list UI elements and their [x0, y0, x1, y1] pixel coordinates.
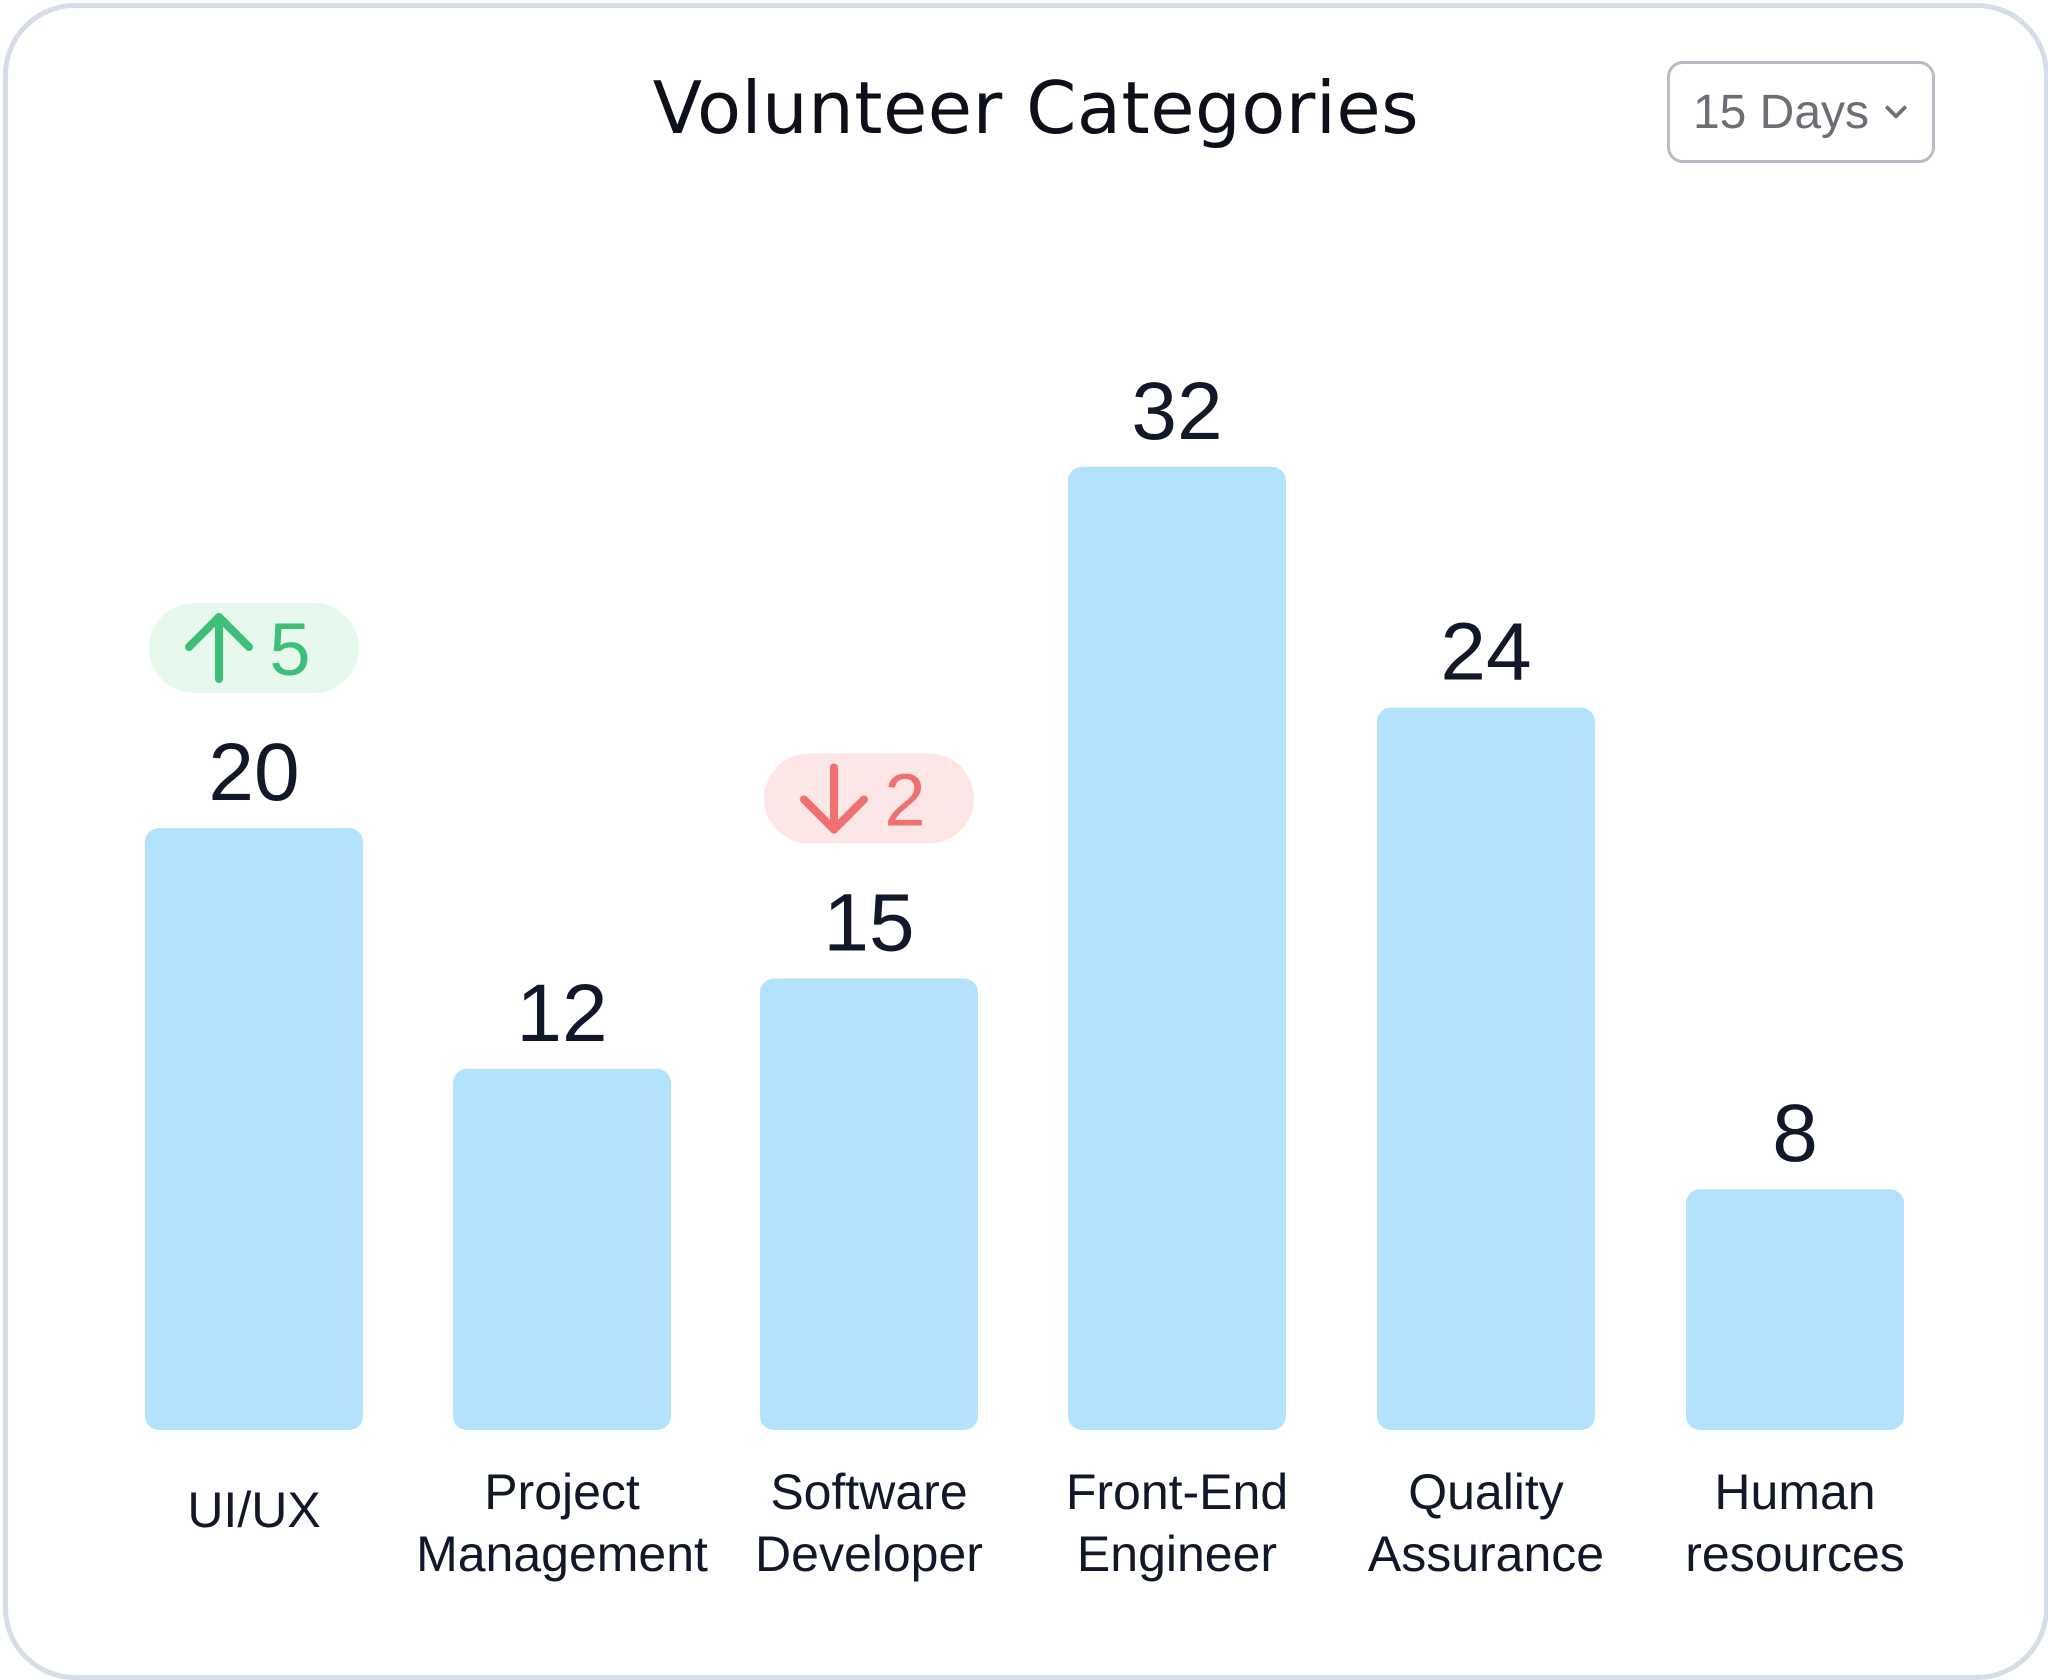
chevron-down-icon — [1885, 105, 1907, 119]
change-badge-0: 5 — [149, 603, 359, 693]
arrow-down-icon — [800, 763, 868, 834]
bar-4 — [1377, 707, 1595, 1430]
bar-1 — [453, 1068, 671, 1430]
category-label-0-0: UI/UX — [187, 1482, 320, 1538]
category-label-3-0: Front-End — [1066, 1464, 1288, 1520]
bar-0 — [145, 828, 363, 1430]
value-label-2: 15 — [823, 878, 914, 969]
category-label-5-0: Human — [1714, 1464, 1875, 1520]
category-label-4-1: Assurance — [1368, 1526, 1604, 1582]
category-label-1-0: Project — [484, 1464, 640, 1520]
category-label-3-1: Engineer — [1077, 1526, 1277, 1582]
period-dropdown[interactable]: 15 Days — [1667, 61, 1935, 163]
category-label-5-1: resources — [1685, 1526, 1905, 1582]
value-label-3: 32 — [1131, 366, 1222, 457]
category-label-4-0: Quality — [1408, 1464, 1564, 1520]
period-dropdown-label: 15 Days — [1692, 85, 1870, 139]
change-badge-2: 2 — [764, 753, 974, 844]
change-value-2: 2 — [884, 759, 925, 842]
change-badge-bg-2 — [764, 753, 974, 844]
category-label-2-0: Software — [770, 1464, 967, 1520]
chart-title: Volunteer Categories — [652, 66, 1420, 150]
change-value-0: 5 — [269, 608, 310, 691]
value-label-1: 12 — [516, 968, 607, 1059]
category-label-2-1: Developer — [755, 1526, 983, 1582]
arrow-up-icon — [185, 613, 253, 683]
category-label-1-1: Management — [416, 1526, 708, 1582]
change-badge-bg-0 — [149, 603, 359, 693]
bar-5 — [1686, 1189, 1904, 1430]
value-label-5: 8 — [1772, 1088, 1818, 1179]
bar-3 — [1068, 466, 1286, 1430]
value-label-0: 20 — [208, 727, 299, 818]
bar-2 — [760, 978, 978, 1430]
value-label-4: 24 — [1440, 607, 1531, 698]
